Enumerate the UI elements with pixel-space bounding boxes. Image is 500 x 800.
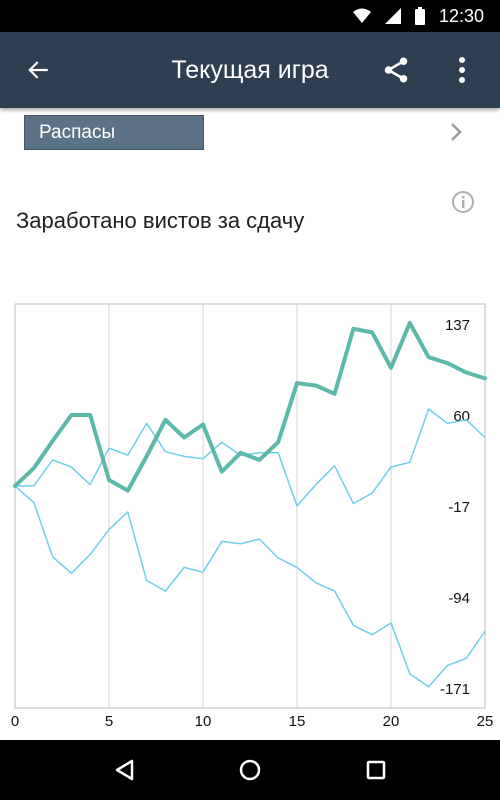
circle-home-icon xyxy=(239,759,261,781)
series-line-3 xyxy=(14,485,486,688)
series-line-2 xyxy=(14,408,486,507)
app-toolbar: Текущая игра xyxy=(0,32,500,108)
chart-heading: Заработано вистов за сдачу xyxy=(16,208,305,233)
x-tick-label: 25 xyxy=(477,713,494,730)
status-bar: 12:30 xyxy=(0,0,500,32)
y-tick-label: -94 xyxy=(448,590,470,607)
triangle-back-icon xyxy=(115,759,134,781)
x-tick-label: 10 xyxy=(195,713,212,730)
page-title: Текущая игра xyxy=(171,56,329,84)
x-tick-label: 15 xyxy=(289,713,306,730)
overflow-menu-button[interactable] xyxy=(440,46,484,94)
share-button[interactable] xyxy=(372,46,420,94)
share-icon xyxy=(384,57,408,83)
arrow-back-icon xyxy=(28,61,48,79)
y-tick-label: 137 xyxy=(445,317,470,334)
chevron-right-icon[interactable] xyxy=(444,120,468,144)
info-icon[interactable] xyxy=(451,190,475,214)
status-time: 12:30 xyxy=(438,5,484,26)
square-recents-icon xyxy=(366,760,386,780)
wifi-icon xyxy=(352,8,371,23)
y-tick-label: -17 xyxy=(448,499,470,516)
x-tick-label: 0 xyxy=(11,713,19,730)
signal-icon xyxy=(384,8,401,24)
nav-back-button[interactable] xyxy=(101,746,149,794)
y-tick-label: -171 xyxy=(440,681,470,698)
back-button[interactable] xyxy=(14,46,62,94)
plot-frame xyxy=(14,303,486,709)
navigation-bar xyxy=(0,740,500,800)
x-tick-label: 20 xyxy=(383,713,400,730)
more-vert-icon xyxy=(459,57,465,83)
nav-home-button[interactable] xyxy=(226,746,274,794)
nav-recents-button[interactable] xyxy=(352,746,400,794)
mode-selector[interactable]: Распасы xyxy=(24,115,204,150)
x-tick-label: 5 xyxy=(105,713,113,730)
series-line-1 xyxy=(13,320,487,493)
battery-icon xyxy=(414,7,425,25)
